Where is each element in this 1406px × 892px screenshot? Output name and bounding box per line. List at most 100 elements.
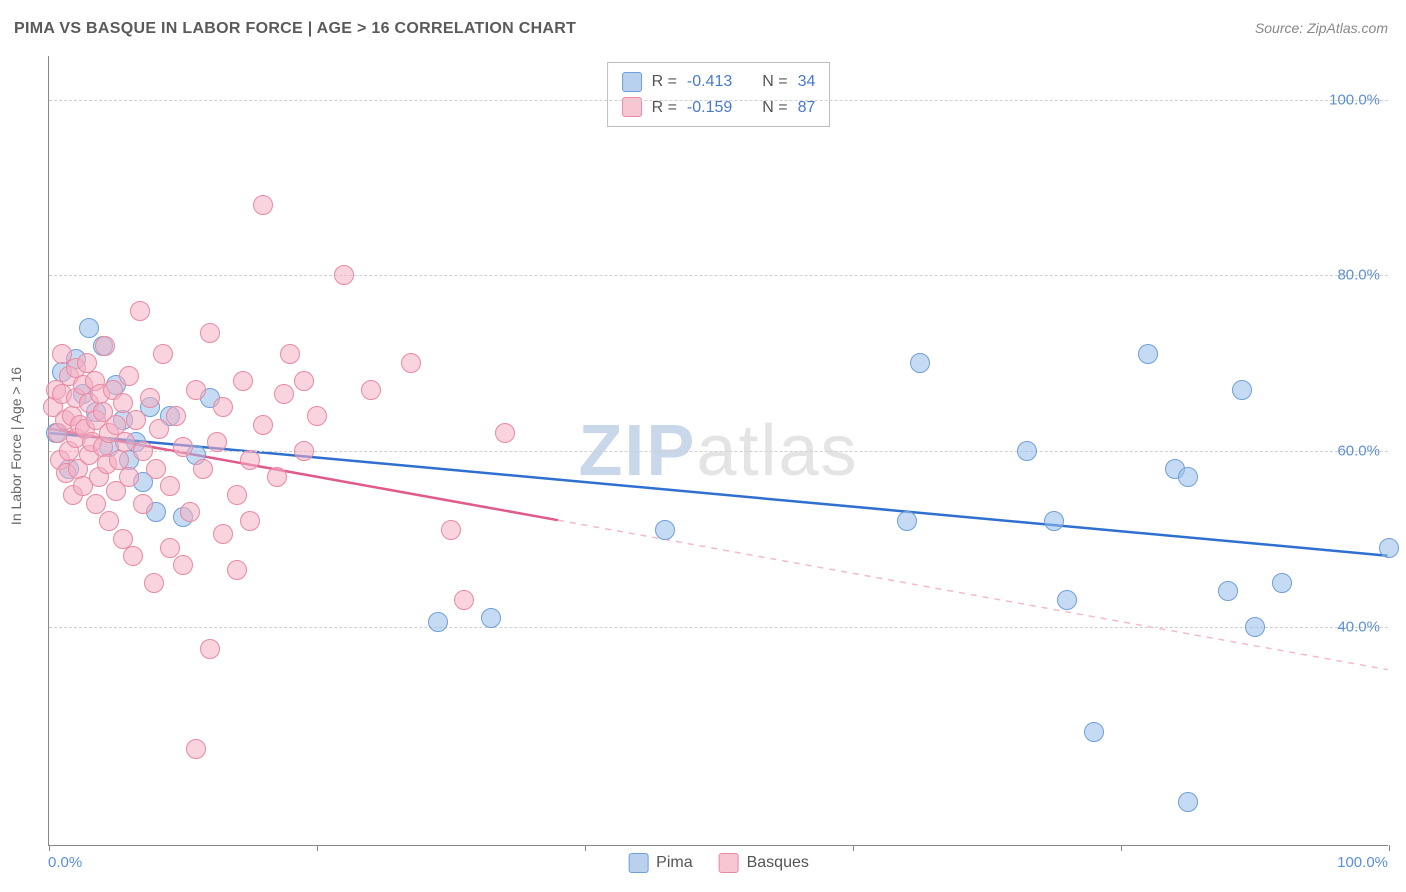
data-point bbox=[130, 301, 150, 321]
r-label: R = bbox=[652, 95, 677, 121]
y-tick-label: 60.0% bbox=[1337, 443, 1380, 460]
data-point bbox=[193, 459, 213, 479]
data-point bbox=[166, 406, 186, 426]
data-point bbox=[213, 397, 233, 417]
data-point bbox=[481, 608, 501, 628]
data-point bbox=[113, 393, 133, 413]
data-point bbox=[123, 546, 143, 566]
data-point bbox=[173, 437, 193, 457]
data-point bbox=[1245, 617, 1265, 637]
stats-row-basques: R = -0.159 N = 87 bbox=[622, 95, 816, 121]
data-point bbox=[227, 560, 247, 580]
gridline bbox=[49, 100, 1388, 101]
data-point bbox=[133, 441, 153, 461]
data-point bbox=[910, 353, 930, 373]
data-point bbox=[495, 423, 515, 443]
n-value: 87 bbox=[798, 95, 816, 121]
data-point bbox=[897, 511, 917, 531]
data-point bbox=[200, 639, 220, 659]
data-point bbox=[294, 441, 314, 461]
data-point bbox=[233, 371, 253, 391]
data-point bbox=[655, 520, 675, 540]
y-tick-label: 100.0% bbox=[1329, 91, 1380, 108]
data-point bbox=[267, 467, 287, 487]
r-value: -0.159 bbox=[687, 95, 732, 121]
gridline bbox=[49, 275, 1388, 276]
data-point bbox=[180, 502, 200, 522]
x-axis-min-label: 0.0% bbox=[48, 854, 82, 871]
n-value: 34 bbox=[798, 69, 816, 95]
chart-title: PIMA VS BASQUE IN LABOR FORCE | AGE > 16… bbox=[14, 20, 576, 38]
data-point bbox=[1232, 380, 1252, 400]
y-axis-title: In Labor Force | Age > 16 bbox=[8, 367, 24, 525]
data-point bbox=[253, 415, 273, 435]
data-point bbox=[1057, 590, 1077, 610]
data-point bbox=[153, 344, 173, 364]
plot-area: ZIPatlas R = -0.413 N = 34 R = -0.159 N … bbox=[48, 56, 1388, 846]
data-point bbox=[280, 344, 300, 364]
x-tick bbox=[49, 845, 50, 851]
data-point bbox=[144, 573, 164, 593]
data-point bbox=[1272, 573, 1292, 593]
data-point bbox=[160, 538, 180, 558]
data-point bbox=[1138, 344, 1158, 364]
source-attribution: Source: ZipAtlas.com bbox=[1255, 20, 1388, 36]
data-point bbox=[99, 511, 119, 531]
x-tick bbox=[853, 845, 854, 851]
legend-label-basques: Basques bbox=[747, 854, 809, 872]
x-tick bbox=[1121, 845, 1122, 851]
data-point bbox=[173, 555, 193, 575]
correlation-chart: PIMA VS BASQUE IN LABOR FORCE | AGE > 16… bbox=[0, 0, 1406, 892]
data-point bbox=[1044, 511, 1064, 531]
n-label: N = bbox=[762, 95, 787, 121]
y-tick-label: 80.0% bbox=[1337, 267, 1380, 284]
data-point bbox=[274, 384, 294, 404]
data-point bbox=[227, 485, 247, 505]
x-tick bbox=[1389, 845, 1390, 851]
data-point bbox=[428, 612, 448, 632]
data-point bbox=[1379, 538, 1399, 558]
data-point bbox=[334, 265, 354, 285]
data-point bbox=[119, 467, 139, 487]
legend-swatch-pima bbox=[628, 853, 648, 873]
data-point bbox=[1017, 441, 1037, 461]
y-tick-label: 40.0% bbox=[1337, 618, 1380, 635]
data-point bbox=[140, 388, 160, 408]
data-point bbox=[454, 590, 474, 610]
r-label: R = bbox=[652, 69, 677, 95]
gridline bbox=[49, 627, 1388, 628]
n-label: N = bbox=[762, 69, 787, 95]
data-point bbox=[149, 419, 169, 439]
data-point bbox=[186, 739, 206, 759]
source-prefix: Source: bbox=[1255, 20, 1307, 36]
legend-item-basques: Basques bbox=[719, 853, 809, 873]
data-point bbox=[253, 195, 273, 215]
data-point bbox=[1218, 581, 1238, 601]
stats-legend-box: R = -0.413 N = 34 R = -0.159 N = 87 bbox=[607, 62, 831, 127]
stats-row-pima: R = -0.413 N = 34 bbox=[622, 69, 816, 95]
data-point bbox=[119, 366, 139, 386]
data-point bbox=[441, 520, 461, 540]
data-point bbox=[86, 494, 106, 514]
data-point bbox=[361, 380, 381, 400]
data-point bbox=[95, 336, 115, 356]
data-point bbox=[79, 318, 99, 338]
data-point bbox=[160, 476, 180, 496]
x-axis-max-label: 100.0% bbox=[1337, 854, 1388, 871]
legend-swatch-basques bbox=[719, 853, 739, 873]
data-point bbox=[146, 459, 166, 479]
r-value: -0.413 bbox=[687, 69, 732, 95]
data-point bbox=[240, 450, 260, 470]
source-name: ZipAtlas.com bbox=[1307, 20, 1388, 36]
x-tick bbox=[317, 845, 318, 851]
data-point bbox=[1084, 722, 1104, 742]
data-point bbox=[240, 511, 260, 531]
data-point bbox=[307, 406, 327, 426]
legend-label-pima: Pima bbox=[656, 854, 692, 872]
bottom-legend: Pima Basques bbox=[628, 847, 809, 873]
data-point bbox=[401, 353, 421, 373]
data-point bbox=[213, 524, 233, 544]
data-point bbox=[186, 380, 206, 400]
data-point bbox=[207, 432, 227, 452]
data-point bbox=[1178, 792, 1198, 812]
